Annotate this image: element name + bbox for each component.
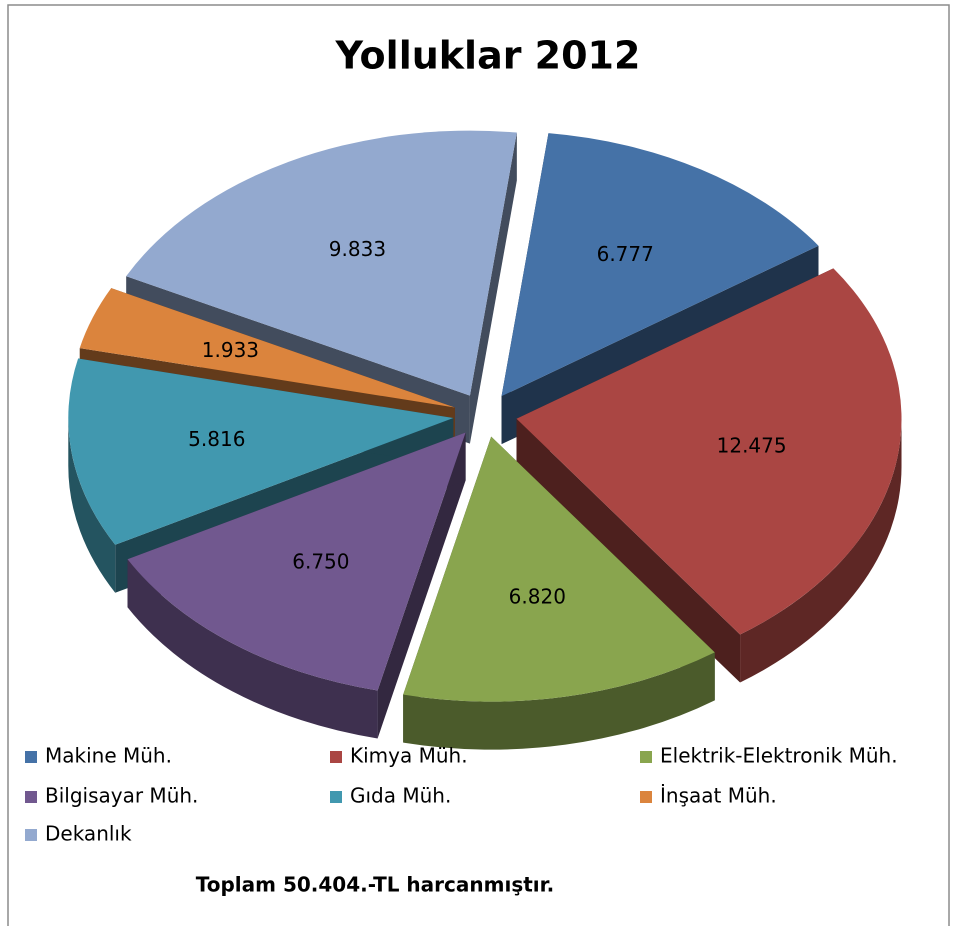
data-label: 1.933 — [202, 338, 259, 362]
data-label: 6.820 — [509, 584, 566, 608]
slice-top — [79, 288, 455, 408]
legend-label: Gıda Müh. — [350, 784, 451, 808]
slice-side — [516, 418, 741, 683]
legend-label: Bilgisayar Müh. — [45, 784, 198, 808]
legend-swatch — [25, 751, 37, 763]
legend-label: İnşaat Müh. — [660, 784, 777, 808]
legend-label: Elektrik-Elektronik Müh. — [660, 744, 898, 768]
legend-label: Kimya Müh. — [350, 744, 468, 768]
slice-top — [516, 268, 902, 635]
legend-swatch — [640, 751, 652, 763]
chart-title: Yolluklar 2012 — [335, 34, 641, 78]
legend-swatch — [640, 791, 652, 803]
slice-wall — [68, 417, 116, 593]
slice-wall — [403, 652, 715, 750]
legend-label: Makine Müh. — [45, 744, 172, 768]
data-label: 12.475 — [717, 434, 787, 458]
slice — [403, 436, 715, 750]
legend-swatch — [330, 791, 342, 803]
legend-swatch — [25, 829, 37, 841]
slice-top — [501, 133, 819, 397]
slice-top — [403, 436, 715, 702]
annotation: Toplam 50.404.-TL harcanmıştır. — [196, 873, 555, 897]
slice-wall — [740, 418, 902, 683]
chart-frame — [7, 4, 950, 926]
slice-top — [127, 432, 466, 691]
slice-side — [469, 132, 517, 444]
slice-top — [68, 358, 454, 545]
slice-top — [126, 130, 517, 396]
data-label: 5.816 — [188, 427, 245, 451]
legend-swatch — [330, 751, 342, 763]
slice — [127, 432, 466, 739]
legend-swatch — [25, 791, 37, 803]
slice-side — [377, 432, 466, 739]
data-label: 9.833 — [329, 237, 386, 261]
data-label: 6.777 — [597, 242, 654, 266]
data-label: 6.750 — [292, 550, 349, 574]
slice-wall — [127, 559, 378, 739]
legend-label: Dekanlık — [45, 822, 132, 846]
slice — [516, 268, 902, 683]
